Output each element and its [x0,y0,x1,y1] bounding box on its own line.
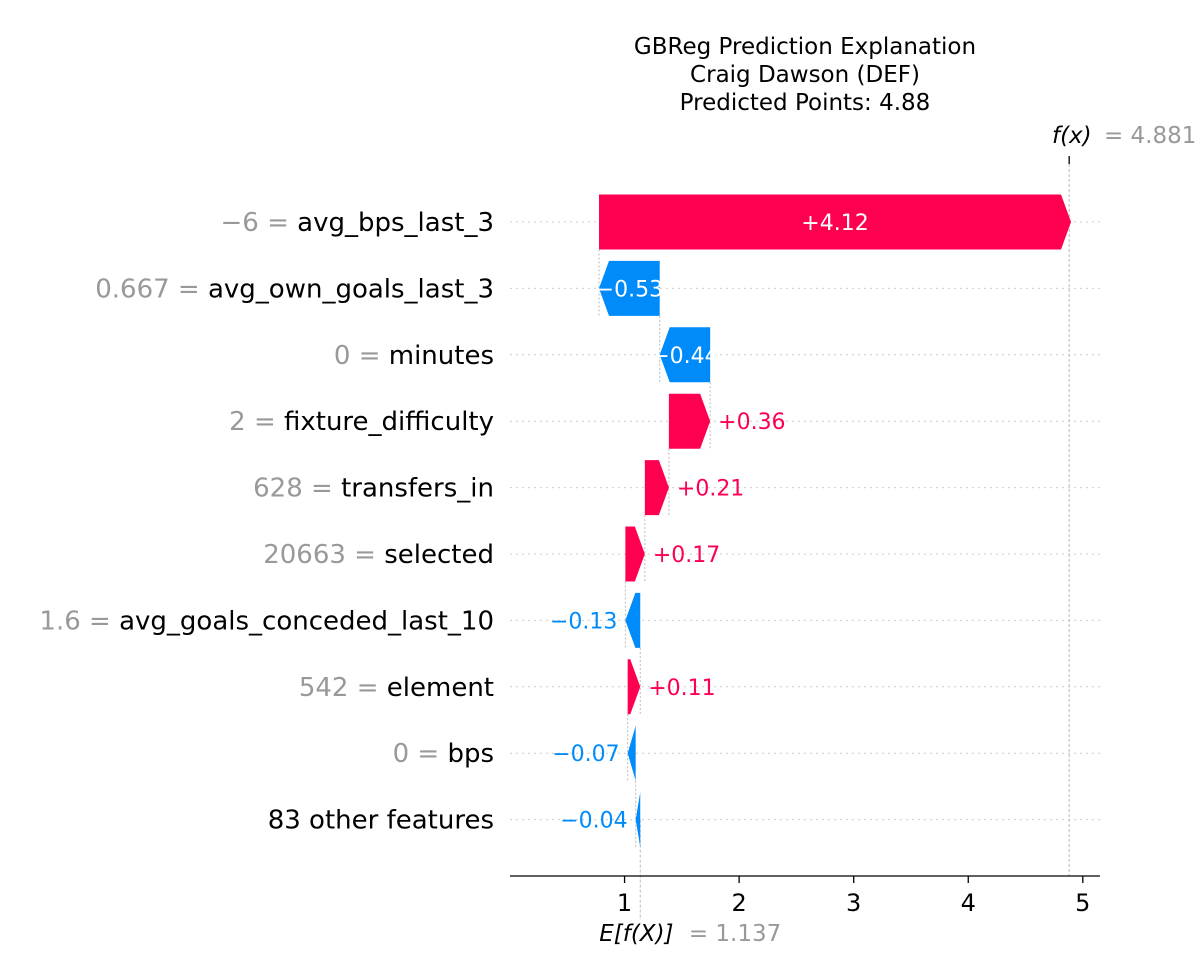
waterfall-bar [625,526,645,582]
feature-label: 1.6 = avg_goals_conceded_last_10 [39,606,494,636]
bar-value-label: +4.12 [801,211,868,236]
chart-title: GBReg Prediction Explanation Craig Dawso… [634,34,976,116]
final-label: f(x) [1052,123,1092,149]
bar-value-label: −0.13 [550,609,617,634]
feature-name: selected [384,540,494,570]
waterfall-bar [635,792,641,848]
waterfall-bar [599,194,1072,250]
feature-name: avg_own_goals_last_3 [208,274,494,304]
bar-value-label: −0.53 [596,277,663,302]
waterfall-bar [668,393,711,449]
feature-value: 0 = [393,739,448,769]
waterfall-bar [625,592,641,648]
waterfall-bar [644,460,669,516]
feature-label: 542 = element [299,673,494,703]
feature-value: 20663 = [263,540,384,570]
bar-value-label: +0.11 [648,676,715,701]
base-value-annotation: E[f(X)] = 1.137 [599,921,781,947]
feature-value: −6 = [221,208,298,238]
feature-name: element [387,673,494,703]
bar-value-label: +0.21 [677,477,744,502]
bar-value-label: −0.04 [560,809,627,834]
title-line-1: GBReg Prediction Explanation [634,34,976,60]
x-tick-label: 5 [1075,889,1090,917]
feature-name: 83 other features [268,806,494,836]
bar-value-label: +0.17 [653,543,720,568]
feature-labels: −6 = avg_bps_last_3 0.667 = avg_own_goals… [39,208,494,836]
feature-value: 0.667 = [95,274,208,304]
base-label: E[f(X)] [599,921,673,947]
x-tick-label: 2 [731,889,746,917]
feature-label: 0 = bps [393,739,494,769]
base-value-text: = 1.137 [689,921,781,947]
bar-value-label: −0.44 [651,344,718,369]
x-tick-label: 3 [846,889,861,917]
feature-value: 1.6 = [39,606,119,636]
feature-name: bps [447,739,494,769]
final-value-text: = 4.881 [1104,123,1196,149]
reference-lines [598,156,1070,920]
feature-name: transfers_in [341,474,494,504]
base-value-label: E[f(X)] = 1.137 [599,921,781,947]
final-value-label: f(x) = 4.881 [1052,123,1196,149]
feature-label: 628 = transfers_in [253,474,494,504]
feature-label: 0 = minutes [334,341,494,371]
final-value-annotation: f(x) = 4.881 [1052,123,1196,149]
feature-label: 20663 = selected [263,540,494,570]
waterfall-bar [599,260,660,316]
feature-name: avg_goals_conceded_last_10 [119,606,494,636]
waterfall-bar [659,327,711,383]
row-gridlines [510,221,1100,821]
waterfall-bar [627,725,636,781]
title-line-2: Craig Dawson (DEF) [690,62,920,88]
feature-label: 2 = fixture_difficulty [229,407,494,437]
feature-name: avg_bps_last_3 [297,208,494,238]
feature-label: 83 other features [268,806,494,836]
bar-value-label: −0.07 [552,742,619,767]
feature-label: 0.667 = avg_own_goals_last_3 [95,274,494,304]
x-axis: 1 2 3 4 5 [510,875,1100,917]
waterfall-bar [627,659,641,715]
feature-value: 542 = [299,673,387,703]
feature-value: 628 = [253,474,341,504]
waterfall-bars: +4.12 −0.53 −0.44 +0.36 +0.21 +0.17 −0.13 +0.11… [550,194,1072,848]
feature-value: 2 = [229,407,284,437]
feature-name: minutes [389,341,494,371]
feature-value: 0 = [334,341,389,371]
x-tick-label: 1 [617,889,632,917]
title-line-3: Predicted Points: 4.88 [680,90,931,116]
feature-name: fixture_difficulty [284,407,494,437]
feature-label: −6 = avg_bps_last_3 [221,208,494,238]
bar-value-label: +0.36 [718,410,785,435]
x-tick-label: 4 [961,889,976,917]
